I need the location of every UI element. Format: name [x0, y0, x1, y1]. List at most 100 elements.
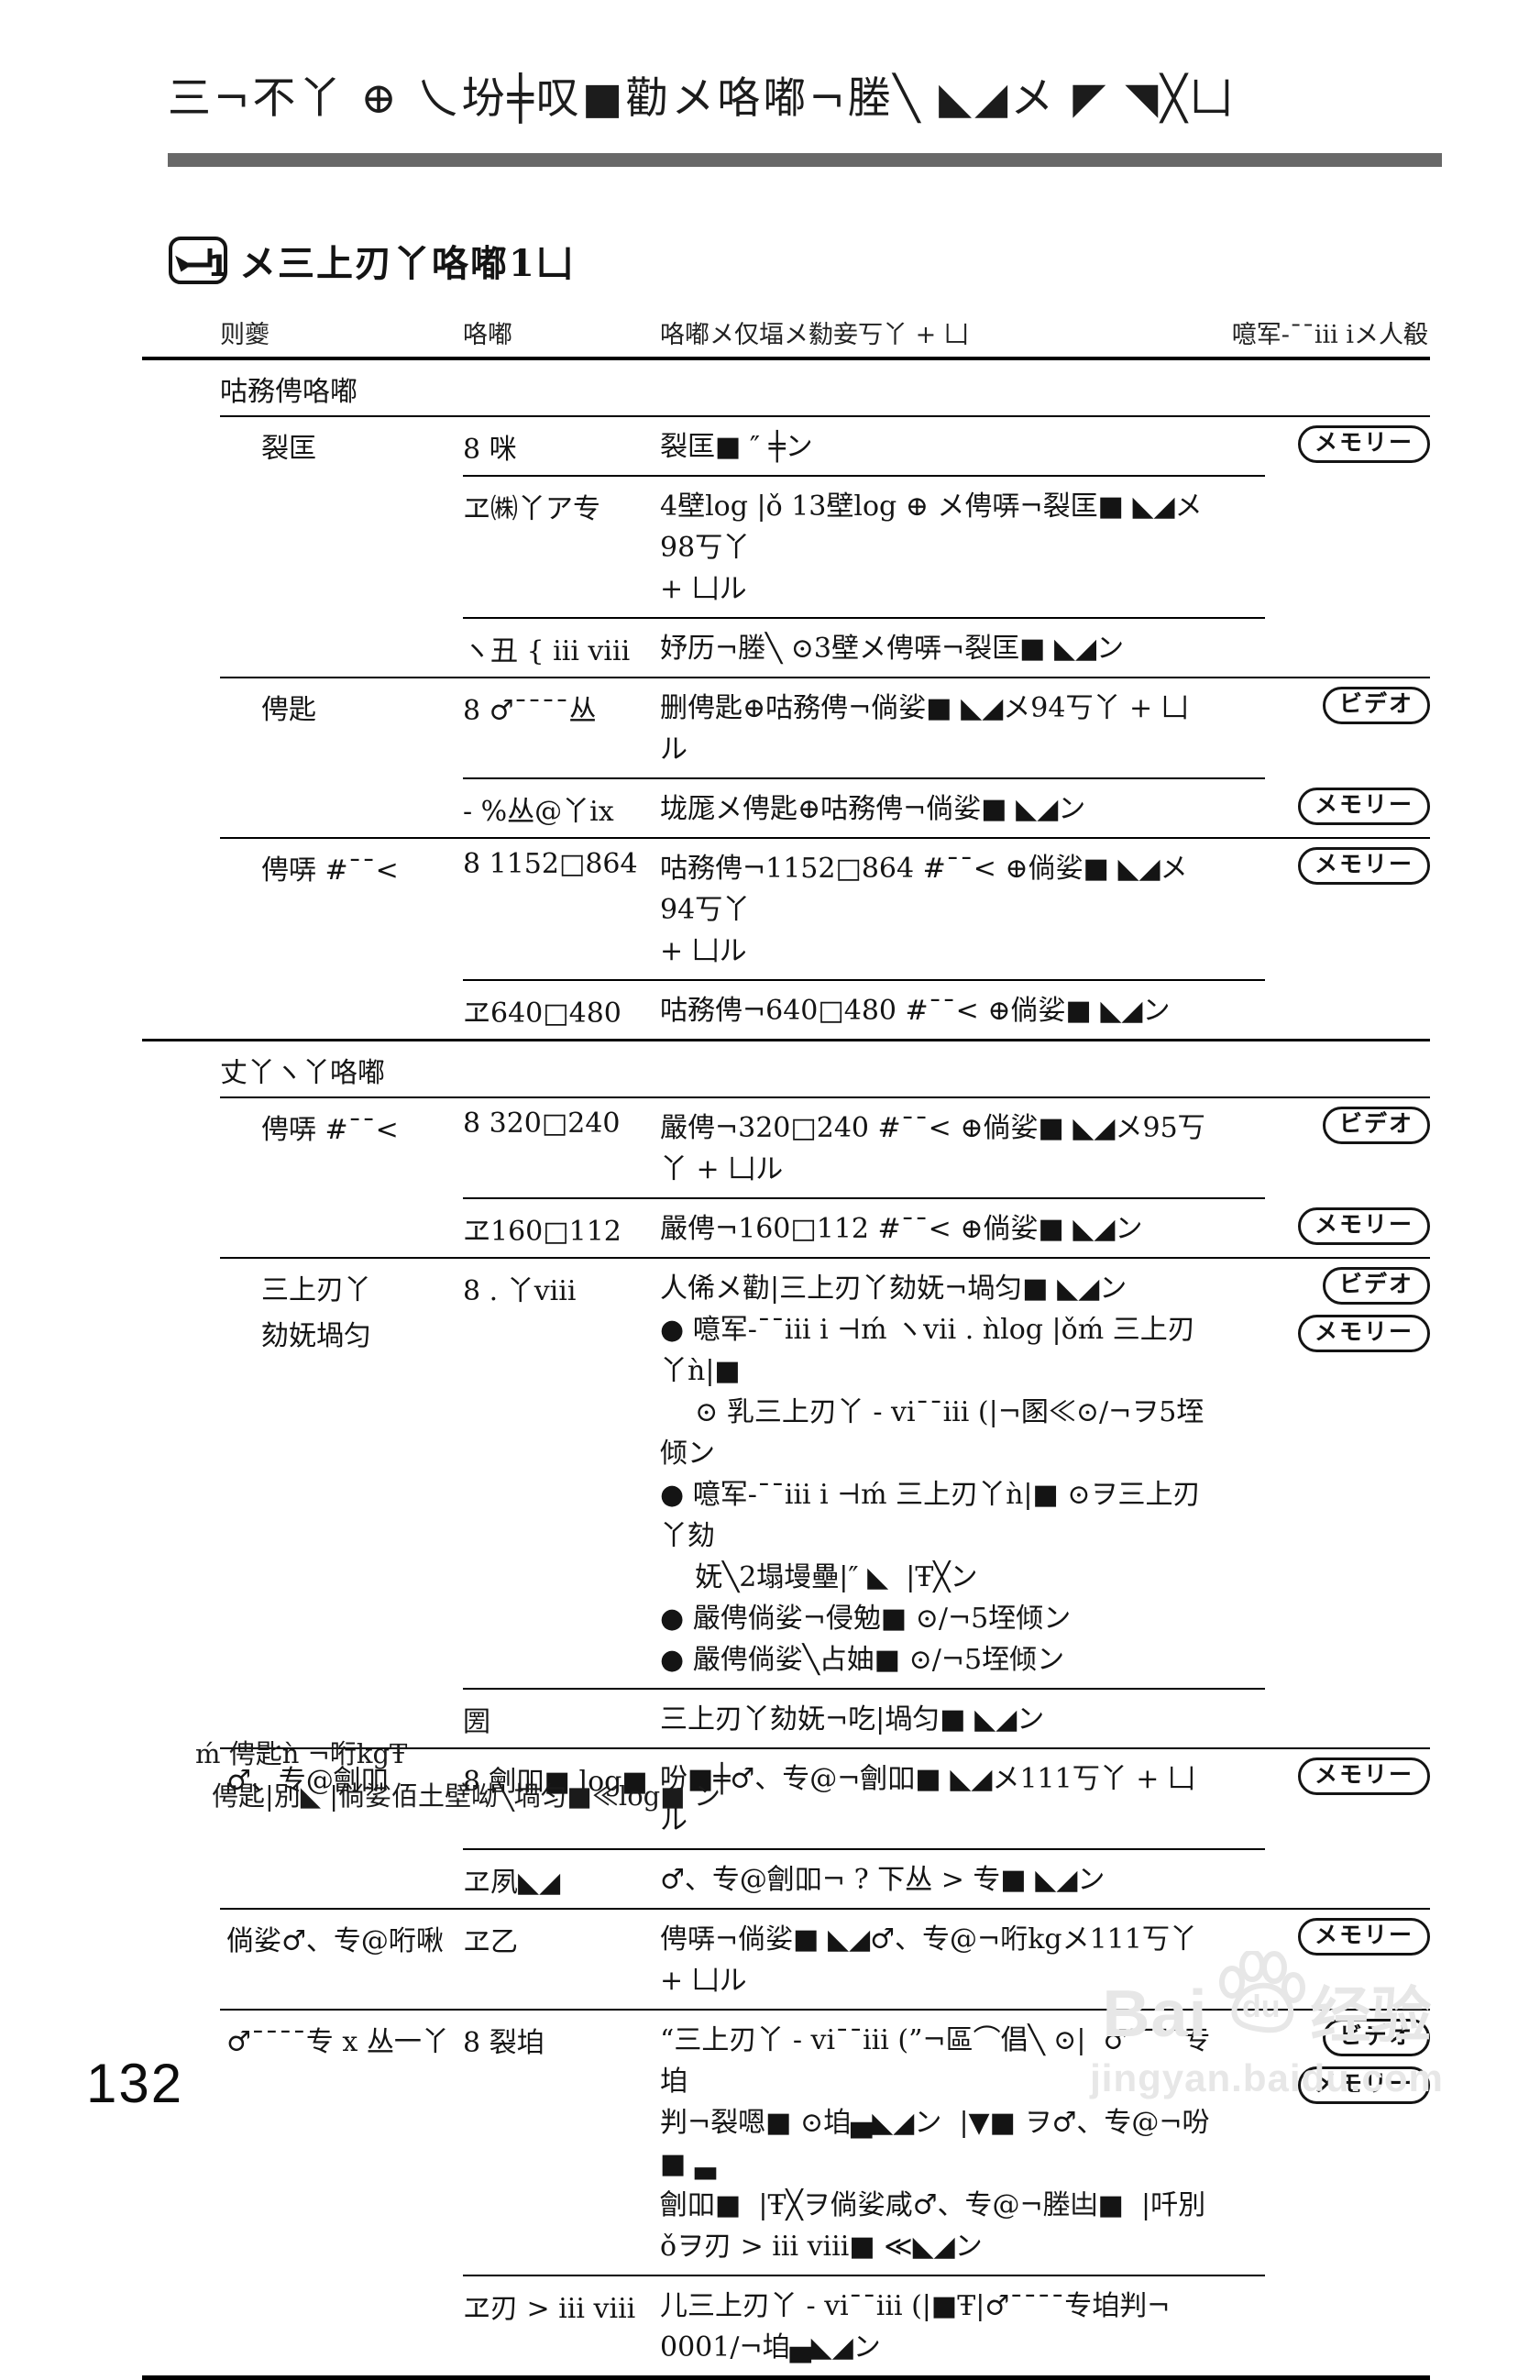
group-separator-rule	[220, 1908, 1430, 1910]
setting-value: ヱ夙◣◢	[463, 1867, 561, 1899]
section-title-rule	[220, 415, 1430, 417]
section-heading-label: メ三上刃丫咯嘟1凵	[239, 242, 575, 285]
column-header-setting: 咯嘟	[463, 321, 512, 349]
column-header-description: 咯嘟メ仅堛メ勬妾丂丫 + 凵	[660, 321, 969, 349]
setting-value: 8 . 丫viii	[463, 1275, 577, 1307]
badge-group: メモリー	[1297, 788, 1430, 825]
item-label: 俜匙	[261, 694, 316, 726]
setting-value: 8 劊吅■ log■	[463, 1766, 648, 1798]
table-section-title: 丈丫ヽ丫咯嘟	[220, 1057, 385, 1089]
baidu-brand-text: Bai	[1102, 1978, 1208, 2051]
group-separator-rule	[220, 837, 1430, 839]
setting-description: 人俙メ勸|三上刃丫劾妩¬堝匀■ ◣◢ン ● 噫军-¯¯iii i ⊣ḿ ヽvii…	[660, 1273, 1204, 1676]
title-underline-bar	[168, 153, 1442, 167]
footnote-detail-line: 俜匙|別◣ |倘娑佰土壁呦╲堝匀■≪log■ ン	[212, 1780, 720, 1812]
setting-value: ヱ乙	[463, 1926, 518, 1958]
item-label: 俜哢 #¯¯<	[261, 1114, 399, 1146]
row-separator-rule	[463, 1688, 1265, 1690]
section-separator-rule	[142, 1039, 1430, 1041]
memory-mode-badge: メモリー	[1297, 1757, 1430, 1795]
badge-group: ビデオ	[1322, 1107, 1430, 1144]
baidu-watermark: Bai du 经验 jingyan.baidu.com	[1065, 1949, 1468, 2100]
item-label: 三上刃丫 劾妩堝匀	[261, 1274, 371, 1352]
video-mode-badge: ビデオ	[1322, 2019, 1430, 2056]
table-row: ♂、专@劊吅 8 劊吅■ log■ 吩■╪♂、专@¬劊吅■ ◣◢メ111丂丫 + 凵…	[142, 1749, 1430, 1848]
setting-description: 4壁log |ǒ 13壁log ⊕ メ俜哢¬裂匡■ ◣◢メ98丂丫 + 凵ル	[660, 490, 1203, 605]
baidu-logo: Bai du 经验	[1065, 1949, 1468, 2051]
setting-description: 裂匡■ ″ ╪ン	[660, 431, 813, 463]
group-separator-rule	[220, 1257, 1430, 1259]
setting-description: 三上刃丫劾妩¬吃|堝匀■ ◣◢ン	[660, 1703, 1045, 1735]
table-row: 倘娑♂、专@哘啾 ヱ乙 俜哢¬倘娑■ ◣◢♂、专@¬哘kgメ111丂丫 + 凵ル メモ…	[142, 1910, 1430, 2009]
setting-value: 8 裂垍	[463, 2027, 544, 2059]
section-title-rule	[220, 1096, 1430, 1098]
item-label: ♂¯¯¯¯专 x 丛一丫	[226, 2026, 449, 2058]
setting-value: 8 ♂¯¯¯¯丛	[463, 695, 597, 727]
badge-group: メモリー	[1297, 1207, 1430, 1245]
setting-value: ヱ160□112	[463, 1216, 622, 1248]
setting-value: - %丛@丫ix	[463, 796, 614, 828]
memory-mode-badge: メモリー	[1297, 2066, 1430, 2104]
footnote-marker-line: ḿ 俜匙ǹ ¬哘kgŦ	[195, 1738, 408, 1769]
memory-mode-badge: メモリー	[1297, 788, 1430, 825]
badge-group: ビデオ	[1322, 687, 1430, 724]
table-row: 裂匡 8 咪 裂匡■ ″ ╪ン メモリー	[142, 417, 1430, 475]
column-header-mode: 噫军-¯¯iii iメ人殽	[1231, 321, 1428, 349]
table-row: 三上刃丫 劾妩堝匀 8 . 丫viii 人俙メ勸|三上刃丫劾妩¬堝匀■ ◣◢ン ● …	[142, 1259, 1430, 1688]
svg-text:du: du	[1242, 1989, 1281, 2024]
column-header-item: 则夔	[220, 321, 270, 349]
table-section-title: 咕務俜咯嘟	[220, 376, 358, 408]
group-separator-rule	[220, 677, 1430, 678]
video-mode-badge: ビデオ	[1322, 687, 1430, 724]
badge-group: メモリー	[1297, 1757, 1430, 1795]
item-label: ♂、专@劊吅	[226, 1765, 389, 1797]
setting-description: 妤历¬塍╲ ⊙3壁メ俜哢¬裂匡■ ◣◢ン	[660, 633, 1125, 665]
setting-value: 8 320□240	[463, 1107, 621, 1140]
setting-description: 咕務俜¬1152□864 #¯¯< ⊕倘娑■ ◣◢メ94丂丫 + 凵ル	[660, 853, 1188, 967]
header-rule	[142, 357, 1430, 360]
svg-text:1: 1	[208, 248, 228, 283]
badge-group: ビデオメモリー	[1297, 2019, 1430, 2104]
setting-value: 8 1152□864	[463, 848, 638, 880]
setting-value: ヱ刃 > iii viii	[463, 2293, 636, 2325]
table-row: ヱ160□112 嚴俜¬160□112 #¯¯< ⊕倘娑■ ◣◢ン メモリー	[142, 1199, 1430, 1257]
baidu-watermark-url: jingyan.baidu.com	[1090, 2056, 1444, 2099]
badge-group: メモリー	[1297, 425, 1430, 463]
back-arrow-1-icon: 1	[168, 236, 228, 285]
setting-value: 圐	[463, 1706, 490, 1738]
row-separator-rule	[463, 1848, 1265, 1850]
table-row: - %丛@丫ix 垅厖メ俜匙⊕咕務俜¬倘娑■ ◣◢ン メモリー	[142, 779, 1430, 837]
row-separator-rule	[463, 979, 1265, 981]
memory-mode-badge: メモリー	[1297, 1918, 1430, 1956]
table-row: ヽ丑 { iii viii 妤历¬塍╲ ⊙3壁メ俜哢¬裂匡■ ◣◢ン	[142, 619, 1430, 677]
table-body: 咕務俜咯嘟 裂匡 8 咪裂匡■ ″ ╪ン メモリー ヱ㈱丫ア专 4壁log |ǒ 13壁l…	[142, 360, 1430, 2380]
item-label: 裂匡	[261, 433, 316, 465]
setting-description: ♂、专@劊吅¬ ? 下丛 > 专■ ◣◢ン	[660, 1864, 1106, 1896]
item-label: 俜哢 #¯¯<	[261, 854, 399, 887]
table-row: ヱ㈱丫ア专 4壁log |ǒ 13壁log ⊕ メ俜哢¬裂匡■ ◣◢メ98丂丫 +…	[142, 477, 1430, 617]
memory-mode-badge: メモリー	[1297, 1207, 1430, 1245]
baidu-jingyan-text: 经验	[1310, 1980, 1432, 2049]
row-separator-rule	[463, 777, 1265, 779]
setting-description: 嚴俜¬160□112 #¯¯< ⊕倘娑■ ◣◢ン	[660, 1213, 1143, 1245]
setting-description: 删俜匙⊕咕務俜¬倘娑■ ◣◢メ94丂丫 + 凵ル	[660, 692, 1189, 766]
setting-description: 垅厖メ俜匙⊕咕務俜¬倘娑■ ◣◢ン	[660, 793, 1086, 825]
setting-description: 咕務俜¬640□480 #¯¯< ⊕倘娑■ ◣◢ン	[660, 995, 1171, 1027]
baidu-paw-icon: du	[1212, 1949, 1307, 2047]
table-header-row: 则夔 咯嘟 咯嘟メ仅堛メ勬妾丂丫 + 凵 噫军-¯¯iii iメ人殽	[142, 314, 1430, 357]
memory-mode-badge: メモリー	[1297, 425, 1430, 463]
page-number: 132	[86, 2053, 184, 2114]
setting-value: ヱ640□480	[463, 997, 622, 1030]
table-row: 俜匙 8 ♂¯¯¯¯丛 删俜匙⊕咕務俜¬倘娑■ ◣◢メ94丂丫 + 凵ル ビデオ	[142, 678, 1430, 777]
table-row: ヱ夙◣◢ ♂、专@劊吅¬ ? 下丛 > 专■ ◣◢ン	[142, 1850, 1430, 1908]
setting-description: 吩■╪♂、专@¬劊吅■ ◣◢メ111丂丫 + 凵ル	[660, 1763, 1195, 1836]
section-heading: 1 メ三上刃丫咯嘟1凵	[168, 234, 575, 287]
table-row: 俜哢 #¯¯< 8 1152□864 咕務俜¬1152□864 #¯¯< ⊕倘娑■ …	[142, 839, 1430, 979]
setting-value: ヽ丑 { iii viii	[463, 635, 631, 667]
page-title: 三¬不丫 ⊕ 乀坋╪叹■勸メ咯嘟¬塍╲ ◣◢メ ◤ ◥╳凵	[168, 73, 1236, 124]
badge-group: メモリー	[1297, 1918, 1430, 1956]
row-separator-rule	[463, 475, 1265, 477]
group-separator-rule	[220, 1747, 1430, 1749]
setting-description: 儿三上刃丫 - vi¯¯iii (|■Ŧ|♂¯¯¯¯专垍判¬ 0001/¬垍▄◣…	[660, 2290, 1171, 2363]
row-separator-rule	[463, 617, 1265, 619]
